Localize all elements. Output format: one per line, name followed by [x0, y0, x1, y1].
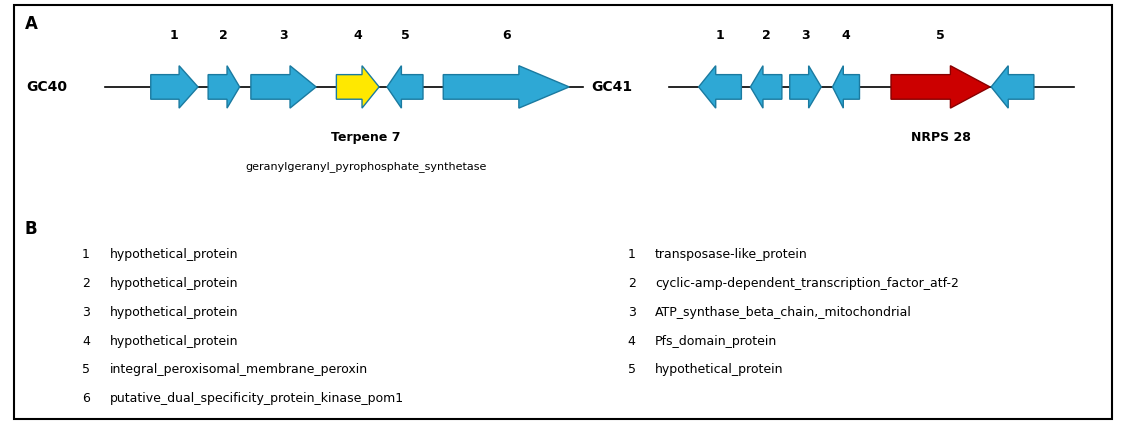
Text: 4: 4: [628, 335, 636, 348]
Polygon shape: [443, 66, 569, 108]
Text: 3: 3: [279, 29, 288, 42]
Text: ATP_synthase_beta_chain,_mitochondrial: ATP_synthase_beta_chain,_mitochondrial: [655, 306, 911, 319]
Text: NRPS 28: NRPS 28: [910, 131, 971, 145]
Text: 2: 2: [219, 29, 228, 42]
Text: B: B: [25, 220, 37, 238]
Polygon shape: [251, 66, 316, 108]
Polygon shape: [151, 66, 198, 108]
Text: 6: 6: [82, 392, 90, 405]
Text: 2: 2: [762, 29, 771, 42]
Text: 5: 5: [82, 363, 90, 377]
Polygon shape: [790, 66, 821, 108]
Polygon shape: [750, 66, 782, 108]
Text: hypothetical_protein: hypothetical_protein: [655, 363, 783, 377]
Text: cyclic-amp-dependent_transcription_factor_atf-2: cyclic-amp-dependent_transcription_facto…: [655, 277, 958, 290]
Text: 1: 1: [82, 248, 90, 261]
Text: Terpene 7: Terpene 7: [331, 131, 400, 145]
Text: hypothetical_protein: hypothetical_protein: [110, 335, 238, 348]
Polygon shape: [387, 66, 423, 108]
Polygon shape: [699, 66, 741, 108]
Text: 3: 3: [82, 306, 90, 319]
Text: 6: 6: [502, 29, 511, 42]
Polygon shape: [208, 66, 240, 108]
Text: 5: 5: [936, 29, 945, 42]
Text: 3: 3: [801, 29, 810, 42]
Text: Pfs_domain_protein: Pfs_domain_protein: [655, 335, 777, 348]
Text: transposase-like_protein: transposase-like_protein: [655, 248, 808, 261]
Text: 3: 3: [628, 306, 636, 319]
Polygon shape: [891, 66, 990, 108]
Text: 1: 1: [716, 29, 724, 42]
Text: geranylgeranyl_pyrophosphate_synthetase: geranylgeranyl_pyrophosphate_synthetase: [245, 161, 486, 172]
Text: 2: 2: [82, 277, 90, 290]
Text: hypothetical_protein: hypothetical_protein: [110, 277, 238, 290]
Text: 4: 4: [842, 29, 850, 42]
Text: 4: 4: [353, 29, 362, 42]
Text: 5: 5: [400, 29, 410, 42]
Text: 4: 4: [82, 335, 90, 348]
Text: GC40: GC40: [27, 80, 68, 94]
Text: 1: 1: [628, 248, 636, 261]
Text: hypothetical_protein: hypothetical_protein: [110, 306, 238, 319]
Text: 5: 5: [628, 363, 636, 377]
Text: 1: 1: [170, 29, 179, 42]
Polygon shape: [832, 66, 860, 108]
Polygon shape: [991, 66, 1034, 108]
Text: A: A: [25, 15, 37, 33]
Polygon shape: [336, 66, 379, 108]
Text: hypothetical_protein: hypothetical_protein: [110, 248, 238, 261]
Text: integral_peroxisomal_membrane_peroxin: integral_peroxisomal_membrane_peroxin: [110, 363, 368, 377]
Text: putative_dual_specificity_protein_kinase_pom1: putative_dual_specificity_protein_kinase…: [110, 392, 404, 405]
Text: 2: 2: [628, 277, 636, 290]
Text: GC41: GC41: [591, 80, 632, 94]
